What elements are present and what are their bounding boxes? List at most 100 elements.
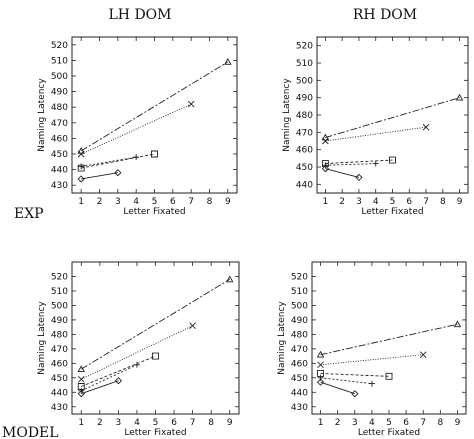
data-point-plus (78, 163, 85, 170)
column-title-rh-dom: RH DOM (353, 7, 417, 23)
y-tick-label: 450 (51, 150, 68, 160)
y-tick-label: 450 (296, 163, 313, 173)
data-point-x (322, 137, 329, 145)
data-point-diamond (351, 390, 359, 398)
data-point-triangle (455, 93, 464, 101)
x-tick-label: 5 (390, 197, 396, 207)
y-tick-label: 510 (51, 56, 68, 66)
y-tick-label: 480 (291, 330, 308, 340)
x-tick-label: 7 (420, 418, 426, 428)
data-point-x (77, 375, 85, 383)
x-tick-label: 6 (403, 418, 409, 428)
x-tick-label: 5 (386, 418, 392, 428)
y-tick-label: 460 (291, 359, 308, 369)
y-tick-label: 520 (51, 41, 68, 51)
data-point-triangle (77, 365, 86, 372)
y-tick-label: 500 (296, 76, 313, 86)
y-tick-label: 430 (291, 403, 308, 413)
plot-frame (71, 36, 238, 194)
data-point-triangle (321, 133, 330, 141)
data-point-triangle (77, 146, 85, 154)
data-point-diamond (321, 165, 330, 173)
row-label-exp: EXP (14, 206, 44, 222)
series-line-plus (81, 364, 138, 392)
x-tick-label: 3 (115, 197, 121, 207)
x-tick-label: 7 (423, 197, 429, 207)
data-point-square (151, 150, 158, 158)
data-point-x (419, 351, 427, 358)
x-tick-label: 8 (437, 418, 443, 428)
series-line-plus (81, 156, 137, 167)
data-point-diamond (114, 169, 122, 177)
y-tick-label: 480 (51, 330, 68, 340)
x-tick-label: 9 (225, 197, 231, 207)
y-tick-label: 480 (51, 103, 68, 113)
data-point-triangle (316, 350, 325, 358)
y-axis-label: Naming Latency (37, 78, 47, 152)
x-tick-label: 5 (152, 197, 158, 207)
y-tick-label: 520 (296, 42, 313, 52)
x-tick-label: 1 (318, 418, 324, 428)
y-tick-label: 470 (296, 128, 313, 138)
x-tick-label: 6 (170, 197, 176, 207)
x-tick-label: 9 (457, 197, 463, 207)
data-point-triangle (225, 275, 234, 283)
y-tick-label: 470 (51, 119, 68, 129)
y-tick-label: 450 (291, 374, 308, 384)
series-line-triangle (80, 61, 229, 152)
data-point-x (77, 150, 85, 158)
y-tick-label: 460 (51, 134, 68, 144)
data-point-plus (372, 160, 379, 167)
y-tick-label: 490 (291, 316, 308, 326)
data-point-diamond (355, 173, 363, 182)
y-tick-label: 480 (296, 111, 313, 121)
series-line-square (320, 373, 390, 377)
y-tick-label: 440 (296, 180, 313, 190)
column-title-lh-dom: LH DOM (109, 7, 172, 23)
y-axis-label: Naming Latency (37, 301, 47, 375)
series-line-diamond (81, 172, 118, 180)
x-tick-label: 2 (97, 418, 103, 428)
data-point-diamond (77, 175, 85, 183)
data-point-square (389, 156, 396, 164)
series-line-diamond (81, 380, 119, 395)
x-tick-label: 9 (227, 418, 233, 428)
y-tick-label: 490 (51, 316, 68, 326)
x-axis-label: Letter Fixated (358, 428, 420, 438)
series-line-triangle (325, 97, 460, 138)
y-tick-label: 510 (51, 287, 68, 297)
data-point-x (189, 322, 196, 330)
series-line-square (81, 355, 156, 387)
data-point-square (321, 160, 329, 167)
y-tick-label: 470 (291, 345, 308, 355)
plot-frame (71, 261, 240, 415)
series-line-square (81, 153, 155, 169)
x-tick-label: 7 (190, 418, 196, 428)
data-point-square (152, 352, 159, 360)
data-point-diamond (77, 390, 85, 398)
x-tick-label: 9 (455, 418, 461, 428)
series-line-plus (320, 377, 372, 385)
series-line-plus (325, 163, 376, 166)
chart-model-rh-dom: 430 440 450 460 470 480 490 500 510 520 1 2 3 4 5 6 7 8 9 L… (277, 261, 467, 438)
x-tick-label: 3 (356, 197, 362, 207)
y-tick-label: 500 (51, 301, 68, 311)
data-point-plus (368, 380, 375, 387)
x-tick-label: 4 (134, 418, 140, 428)
y-tick-label: 500 (51, 72, 68, 82)
x-axis-label: Letter Fixated (123, 207, 185, 217)
plot-frame (311, 261, 467, 415)
data-point-plus (317, 374, 324, 381)
y-tick-label: 470 (51, 345, 68, 355)
data-point-square (77, 164, 85, 172)
x-tick-label: 8 (440, 197, 446, 207)
x-tick-label: 4 (369, 418, 375, 428)
data-point-x (317, 361, 324, 369)
x-tick-label: 1 (78, 197, 84, 207)
series-line-x (325, 126, 427, 142)
x-tick-label: 8 (208, 418, 214, 428)
x-tick-label: 4 (133, 197, 139, 207)
data-point-square (77, 383, 85, 390)
